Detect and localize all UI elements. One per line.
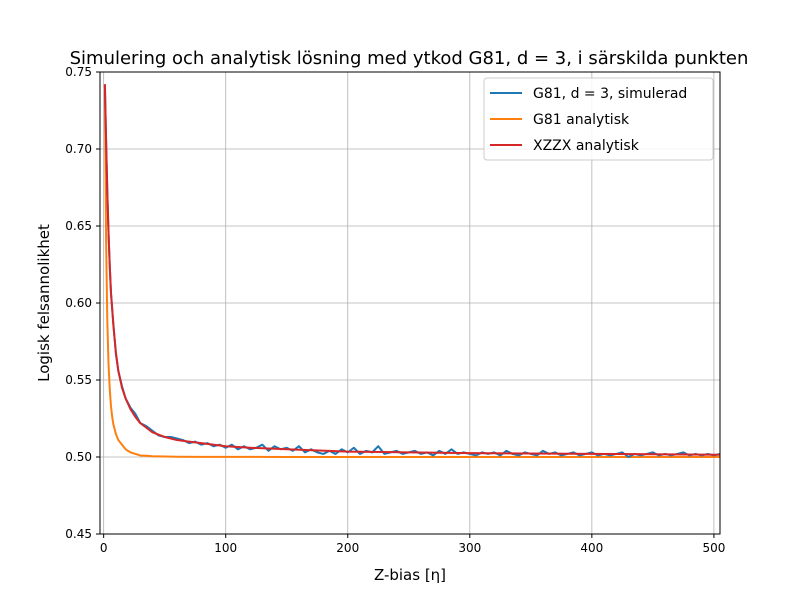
chart-title: Simulering och analytisk lösning med ytk… xyxy=(70,48,749,69)
y-tick-label: 0.70 xyxy=(65,142,92,156)
y-tick-label: 0.60 xyxy=(65,296,92,310)
legend-box xyxy=(483,77,714,161)
x-axis-label: Z-bias [η] xyxy=(374,566,446,584)
x-tick-label: 500 xyxy=(702,541,725,555)
y-tick-label: 0.65 xyxy=(65,219,92,233)
legend-label-1: G81 analytisk xyxy=(533,112,630,128)
x-tick-label: 200 xyxy=(336,541,359,555)
axis-ticks: 0 100 200 300 400 500 0.45 0.50 0.55 0.60 0.65 0.70… xyxy=(65,65,725,555)
y-tick-label: 0.45 xyxy=(65,527,92,541)
legend: G81, d = 3, simulerad G81 analytisk XZZX a… xyxy=(483,77,714,161)
y-axis-label: Logisk felsannolikhet xyxy=(35,224,53,382)
y-tick-label: 0.50 xyxy=(65,450,92,464)
series-line-2 xyxy=(103,84,720,456)
legend-label-2: XZZX analytisk xyxy=(533,138,640,154)
x-tick-label: 100 xyxy=(214,541,237,555)
y-tick-label: 0.75 xyxy=(65,65,92,79)
x-tick-label: 400 xyxy=(580,541,603,555)
x-tick-label: 300 xyxy=(458,541,481,555)
y-tick-label: 0.55 xyxy=(65,373,92,387)
legend-label-0: G81, d = 3, simulerad xyxy=(533,86,687,102)
series-layer xyxy=(103,84,720,458)
x-tick-label: 0 xyxy=(100,541,108,555)
series-line-1 xyxy=(103,84,720,458)
